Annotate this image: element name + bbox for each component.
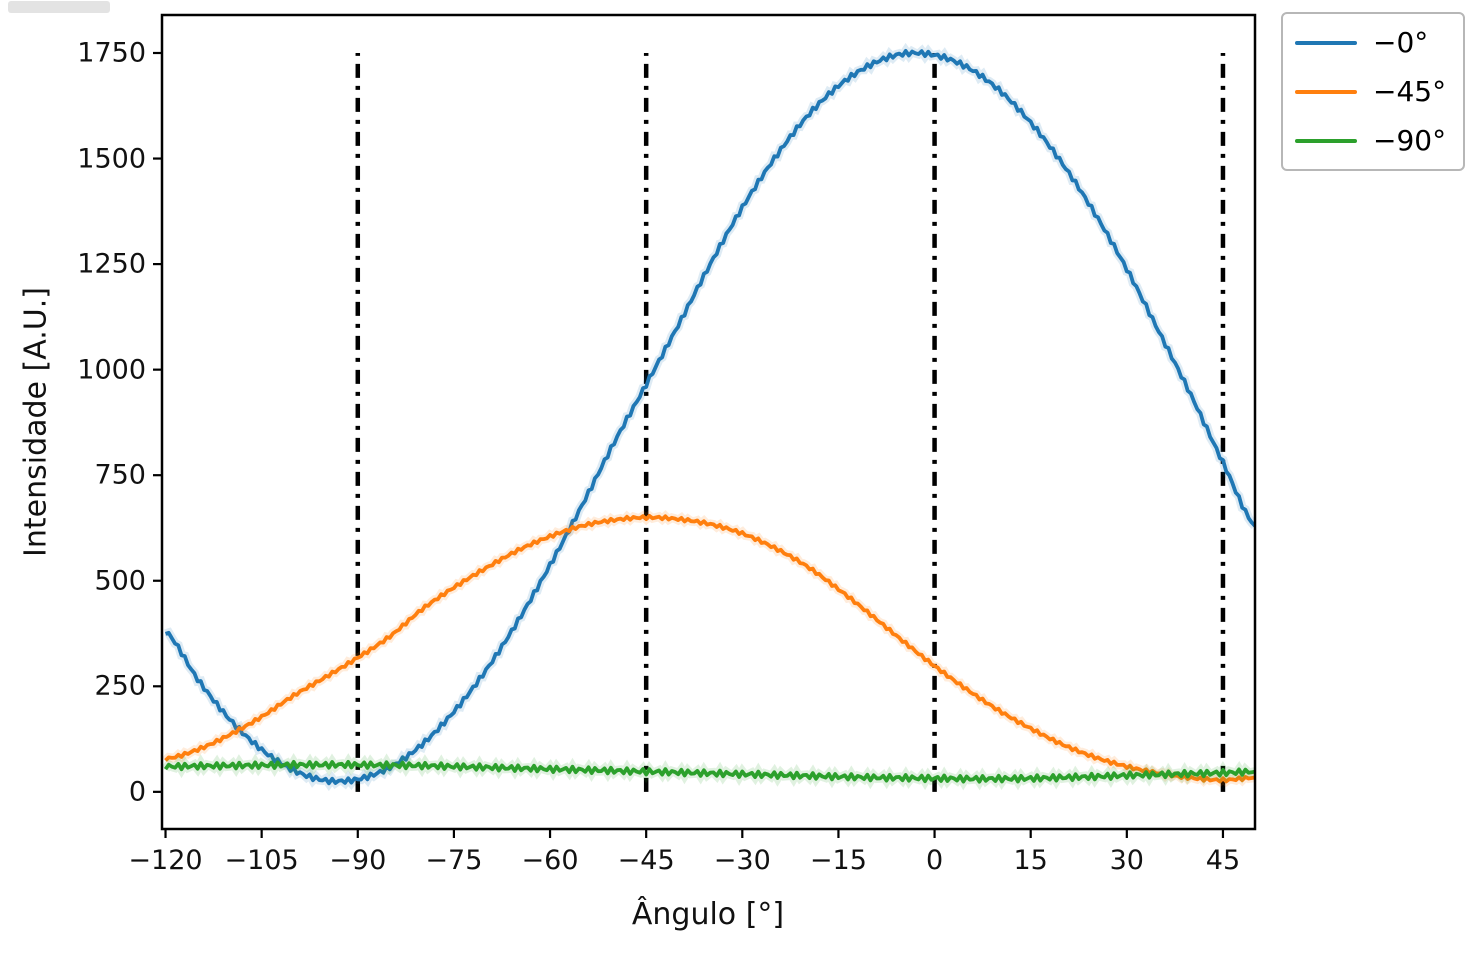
scan-artifact	[8, 1, 110, 13]
x-tick-label-−45: −45	[617, 845, 675, 876]
x-tick-label-45: 45	[1205, 845, 1241, 876]
plot-frame	[160, 13, 1257, 831]
series-line-0deg	[164, 49, 1255, 786]
legend-label: −45°	[1373, 75, 1447, 108]
legend-line-swatch	[1295, 89, 1357, 94]
y-tick-label-1000: 1000	[77, 354, 146, 386]
y-tick-label-1250: 1250	[77, 248, 146, 280]
x-tick-label-−90: −90	[329, 845, 387, 876]
x-tick-label-−60: −60	[521, 845, 579, 876]
legend-line-swatch	[1295, 40, 1357, 45]
y-tick-label-1500: 1500	[77, 143, 146, 175]
x-tick-label-30: 30	[1109, 845, 1144, 876]
series-line-45deg	[164, 514, 1255, 784]
legend-box: −0° −45° −90°	[1281, 12, 1465, 171]
x-tick-label-−75: −75	[425, 845, 483, 876]
legend-entry-45deg: −45°	[1295, 75, 1449, 108]
x-tick-label-−105: −105	[224, 845, 299, 876]
y-tick-label-1750: 1750	[77, 37, 146, 69]
y-axis-title: Intensidade [A.U.]	[18, 287, 54, 557]
legend-line-swatch	[1295, 138, 1357, 143]
y-tick-label-500: 500	[94, 565, 146, 597]
y-tick-label-0: 0	[128, 776, 146, 808]
x-tick-label-−15: −15	[809, 845, 867, 876]
legend-entry-90deg: −90°	[1295, 124, 1449, 157]
x-tick-label-15: 15	[1013, 845, 1048, 876]
legend-entry-0deg: −0°	[1295, 26, 1449, 59]
x-tick-label-0: 0	[925, 845, 944, 876]
series-halo-1	[162, 509, 1255, 788]
y-tick-label-250: 250	[94, 670, 146, 702]
legend-label: −0°	[1373, 26, 1429, 59]
x-tick-label-−120: −120	[128, 845, 203, 876]
series-line-90deg	[163, 760, 1255, 784]
y-tick-label-750: 750	[94, 459, 146, 491]
x-axis-title: Ângulo [°]	[631, 897, 785, 932]
legend-label: −90°	[1373, 124, 1447, 157]
x-tick-label-−30: −30	[713, 845, 771, 876]
